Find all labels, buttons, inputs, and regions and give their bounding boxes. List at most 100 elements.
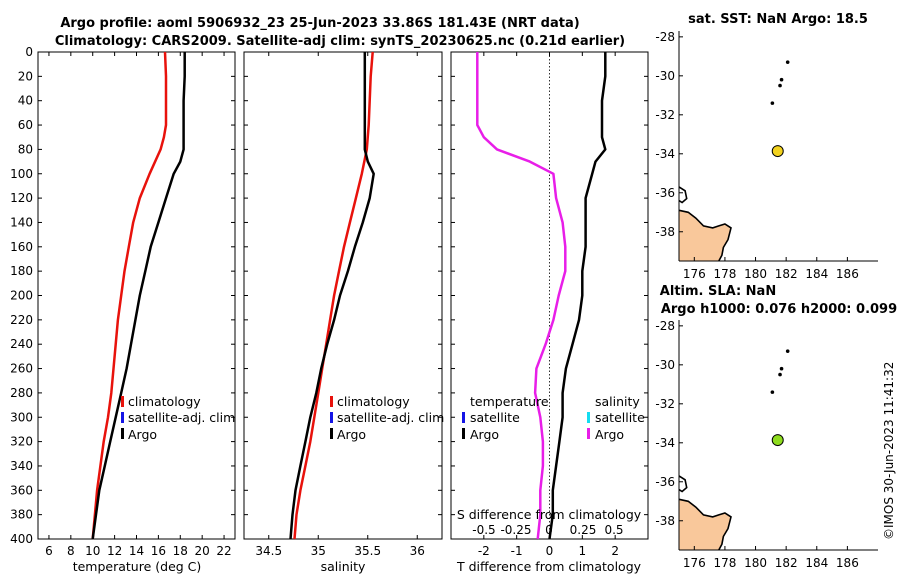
salinity-panel xyxy=(243,51,443,540)
float-track xyxy=(770,60,790,158)
map-x-tick-label: 180 xyxy=(744,267,767,281)
map-sst-title: sat. SST: NaN Argo: 18.5 xyxy=(688,12,868,27)
temperature-xlabel: temperature (deg C) xyxy=(73,559,202,574)
x-tick-label: 35 xyxy=(311,544,326,558)
depth-tick-label: 240 xyxy=(10,337,33,351)
depth-tick-label: 80 xyxy=(18,142,33,156)
map-sst: 176 178 180 182 184 186 -28 -30 -32 -34 -36 -38 xyxy=(655,30,879,281)
imos-timestamp: ©IMOS 30-Jun-2023 11:41:32 xyxy=(882,362,896,540)
legend-swatch-sat-s xyxy=(587,412,590,423)
map-y-tick-label: -28 xyxy=(655,319,675,333)
series-line-salinity xyxy=(476,52,567,540)
depth-tick-label: 200 xyxy=(10,289,33,303)
x-tick-label: 34.5 xyxy=(255,544,282,558)
x-tick-label: 16 xyxy=(151,544,166,558)
depth-tick-label: 100 xyxy=(10,167,33,181)
s-tick-label: 0.25 xyxy=(570,523,597,537)
map-y-tick-label: -36 xyxy=(655,475,675,489)
depth-tick-label: 300 xyxy=(10,410,33,424)
x-tick-label: 8 xyxy=(67,544,75,558)
depth-tick-label: 180 xyxy=(10,264,33,278)
legend-label: satellite xyxy=(595,410,645,425)
depth-tick-labels: 0 20 40 60 80 100 120 140 160 180 200 220 240 260 280 3… xyxy=(10,45,33,546)
legend-swatch-clim xyxy=(330,396,333,407)
legend-label: satellite xyxy=(470,410,520,425)
map-sla-title-line2: Argo h1000: 0.076 h2000: 0.099 xyxy=(661,302,897,317)
depth-tick-label: 360 xyxy=(10,483,33,497)
x-tick-label: 1 xyxy=(579,544,587,558)
map-y-tick-label: -30 xyxy=(655,358,675,372)
depth-tick-label: 40 xyxy=(18,94,33,108)
depth-tick-label: 20 xyxy=(18,69,33,83)
x-tick-label: 20 xyxy=(195,544,210,558)
depth-tick-label: 0 xyxy=(25,45,33,59)
map-y-tick-label: -36 xyxy=(655,186,675,200)
depth-tick-label: 340 xyxy=(10,459,33,473)
map-y-tick-label: -32 xyxy=(655,108,675,122)
legend-swatch-clim xyxy=(121,396,124,407)
legend-swatch-sat xyxy=(330,412,333,423)
depth-tick-label: 120 xyxy=(10,191,33,205)
salinity-ticks: 34.5 35 35.5 36 xyxy=(244,51,442,558)
map-y-tick-label: -38 xyxy=(655,225,675,239)
map-sla-title-line1: Altim. SLA: NaN xyxy=(660,284,776,299)
s-difference-label: S difference from climatology xyxy=(457,507,642,522)
legend-swatch-sat-t xyxy=(462,412,465,423)
coastline xyxy=(678,498,732,551)
depth-tick-label: 160 xyxy=(10,240,33,254)
track-point xyxy=(785,60,790,64)
series-line-climatology xyxy=(293,51,374,540)
land-mass xyxy=(679,499,731,550)
map-x-tick-label: 176 xyxy=(683,267,706,281)
map-y-tick-label: -38 xyxy=(655,514,675,528)
map-y-tick-label: -34 xyxy=(655,147,675,161)
difference-xlabel: T difference from climatology xyxy=(456,559,642,574)
coastline-north xyxy=(678,186,688,204)
track-point xyxy=(778,372,782,377)
map-x-tick-label: 176 xyxy=(683,556,706,570)
map-y-tick-label: -30 xyxy=(655,69,675,83)
x-tick-label: 2 xyxy=(611,544,619,558)
x-tick-label: 0 xyxy=(546,544,554,558)
depth-tick-label: 280 xyxy=(10,386,33,400)
depth-tick-label: 60 xyxy=(18,118,33,132)
legend-label: satellite-adj. clim xyxy=(128,410,235,425)
depth-tick-label: 320 xyxy=(10,435,33,449)
map-y-tick-label: -34 xyxy=(655,436,675,450)
map-sla-ticks: 176 178 180 182 184 186 -28 -30 -32 -34 -36 -38 xyxy=(655,319,858,570)
map-sst-ticks: 176 178 180 182 184 186 -28 -30 -32 -34 -36 -38 xyxy=(655,30,858,281)
legend-label: Argo xyxy=(470,427,499,442)
x-tick-label: 18 xyxy=(173,544,188,558)
salinity-lines xyxy=(289,51,375,540)
x-tick-label: 14 xyxy=(129,544,144,558)
map-y-tick-label: -32 xyxy=(655,397,675,411)
series-line-climatology xyxy=(91,51,168,540)
x-tick-label: 10 xyxy=(85,544,100,558)
series-line-argo xyxy=(91,52,186,540)
salinity-xlabel: salinity xyxy=(321,559,366,574)
land-mass xyxy=(679,210,731,261)
x-tick-label: 22 xyxy=(216,544,231,558)
map-x-tick-label: 182 xyxy=(775,556,798,570)
difference-legend: temperature satellite Argo salinity sate… xyxy=(462,394,645,442)
legend-label: climatology xyxy=(337,394,410,409)
x-tick-label: 12 xyxy=(107,544,122,558)
track-point xyxy=(779,366,784,371)
map-x-tick-label: 178 xyxy=(713,556,736,570)
salinity-legend: climatology satellite-adj. clim Argo xyxy=(330,394,444,442)
legend-swatch-argo xyxy=(121,428,124,439)
map-x-tick-label: 178 xyxy=(713,267,736,281)
map-x-tick-label: 180 xyxy=(744,556,767,570)
temperature-ticks: 6 8 10 12 14 16 18 20 22 xyxy=(38,51,235,558)
float-track xyxy=(770,349,790,447)
temperature-legend: climatology satellite-adj. clim Argo xyxy=(121,394,235,442)
track-point xyxy=(770,101,775,105)
legend-swatch-sat xyxy=(121,412,124,423)
x-tick-label: -1 xyxy=(511,544,523,558)
legend-label: Argo xyxy=(337,427,366,442)
temperature-panel xyxy=(37,51,236,540)
series-line-argo xyxy=(289,52,375,540)
track-point xyxy=(778,83,782,88)
track-point xyxy=(770,390,775,394)
